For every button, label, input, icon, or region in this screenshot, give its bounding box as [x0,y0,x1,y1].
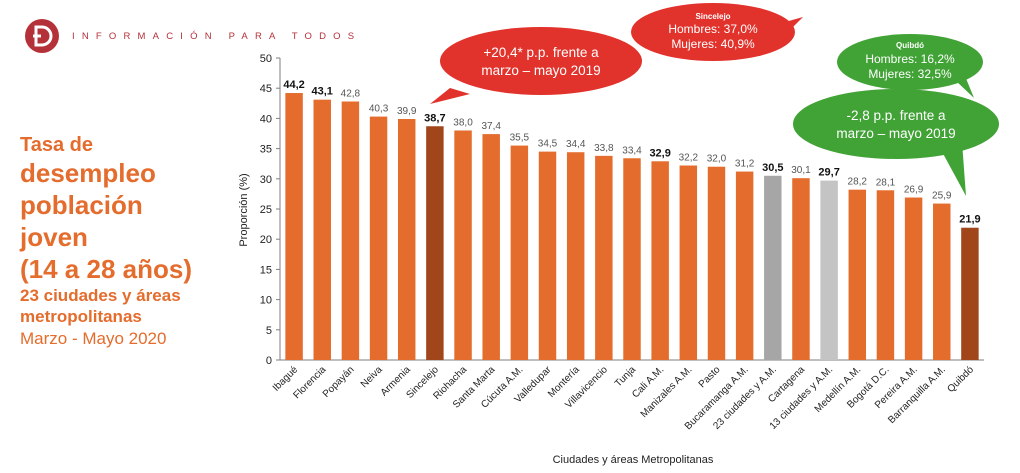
side-title: Tasa de desempleo población joven (14 a … [20,133,235,350]
bar [538,151,557,360]
side-title-line2: desempleo [20,158,156,188]
callout-sincelejo-change-line2: marzo – mayo 2019 [481,63,600,78]
side-title-line6: 23 ciudades y áreas [20,286,181,305]
bar-value-label: 38,7 [424,112,445,124]
bar-value-label: 38,0 [453,117,473,128]
callout-sincelejo-change: +20,4* p.p. frente a marzo – mayo 2019 [430,27,642,104]
bar [735,171,754,360]
bar [820,180,838,360]
y-tick-label: 10 [260,295,272,307]
bar-value-label: 43,1 [312,86,333,98]
side-title-line5: (14 a 28 años) [20,254,192,284]
bar [792,178,810,360]
callout-quibdo-gender-line2: Mujeres: 32,5% [868,67,952,81]
bar [369,116,388,360]
category-label: Popayán [321,364,357,400]
category-label: Neiva [359,364,385,390]
side-title-line7: metropolitanas [20,307,142,326]
callout-sincelejo-gender-line2: Mujeres: 40,9% [671,37,755,51]
y-tick-label: 40 [260,113,272,125]
bar [848,189,867,360]
callout-sincelejo-gender: Sincelejo Hombres: 37,0% Mujeres: 40,9% [631,3,803,61]
y-tick-label: 50 [260,53,272,65]
bar-value-label: 26,9 [904,185,924,196]
category-label: Tunja [613,364,639,390]
callout-quibdo-change-line1: -2,8 p.p. frente a [846,108,946,123]
bar [651,161,669,360]
bar-value-label: 40,3 [369,104,389,115]
bar-value-label: 21,9 [959,214,980,226]
bar-value-label: 42,8 [341,88,361,99]
bar [595,155,613,360]
callout-quibdo-gender-title: Quibdó [896,41,924,50]
bar-value-label: 32,9 [649,147,670,159]
bar-value-label: 30,1 [791,165,811,176]
category-label: Quibdó [945,364,976,395]
bar-value-label: 32,2 [679,153,699,164]
side-title-line8: Marzo - Mayo 2020 [20,329,167,348]
bar-value-label: 31,2 [735,159,755,170]
bar [679,165,698,360]
bar [454,130,472,360]
bar-value-label: 37,4 [481,121,501,132]
bar-value-label: 32,0 [707,154,727,165]
bar [285,93,303,361]
y-tick-label: 25 [260,204,272,216]
bar [510,145,529,360]
callout-sincelejo-gender-title: Sincelejo [695,12,730,21]
bar [764,175,782,360]
chart-value-labels: 44,2 43,1 42,8 40,3 39,9 38,7 38,0 37,4 35,5 34,5… [283,79,980,226]
callout-sincelejo-change-line1: +20,4* p.p. frente a [483,45,599,60]
bar-value-label: 44,2 [283,79,304,91]
bar-value-label: 34,4 [566,139,586,150]
y-tick-label: 15 [260,264,272,276]
bar-value-label: 35,5 [510,133,530,144]
y-tick-label: 30 [260,174,272,186]
side-title-line1: Tasa de [20,134,93,156]
bar [426,126,444,360]
y-tick-label: 0 [266,355,272,367]
callout-quibdo-gender-line1: Hombres: 16,2% [865,52,955,66]
header-tagline: INFORMACIÓN PARA TODOS [72,31,362,42]
bar-value-label: 33,8 [594,143,614,154]
bar [341,101,360,360]
bar-value-label: 29,7 [818,167,839,179]
bar [482,134,500,360]
bar [933,203,951,360]
bar [961,227,979,360]
callout-sincelejo-gender-line1: Hombres: 37,0% [668,22,758,36]
callout-quibdo-change: -2,8 p.p. frente a marzo – mayo 2019 [793,89,999,196]
bar [876,190,895,360]
bar-value-label: 25,9 [932,191,952,202]
chart-bars [285,93,979,361]
y-tick-label: 35 [260,144,272,156]
side-title-line3: población [20,190,143,220]
brand-logo-icon [25,19,59,53]
y-axis-title: Proporción (%) [238,173,250,246]
bar [566,152,585,360]
bar-value-label: 28,2 [848,177,868,188]
bar [623,158,641,360]
bar-value-label: 30,5 [762,162,783,174]
callout-quibdo-gender: Quibdó Hombres: 16,2% Mujeres: 32,5% [837,34,983,98]
bar-value-label: 39,9 [397,106,417,117]
callout-quibdo-change-line2: marzo – mayo 2019 [836,126,955,141]
y-tick-label: 5 [266,325,272,337]
bar-value-label: 33,4 [622,145,642,156]
bar [707,166,726,360]
y-tick-label: 20 [260,234,272,246]
x-axis-title: Ciudades y áreas Metropolitanas [553,454,714,466]
bar [313,99,331,361]
y-tick-label: 45 [260,83,272,95]
bar-value-label: 34,5 [538,139,558,150]
bar-value-label: 28,1 [876,177,896,188]
category-label: Pasto [697,364,723,390]
side-title-line4: joven [20,222,88,252]
bar [397,119,416,360]
bar [904,197,923,360]
category-label: Manizales A.M. [639,364,695,420]
